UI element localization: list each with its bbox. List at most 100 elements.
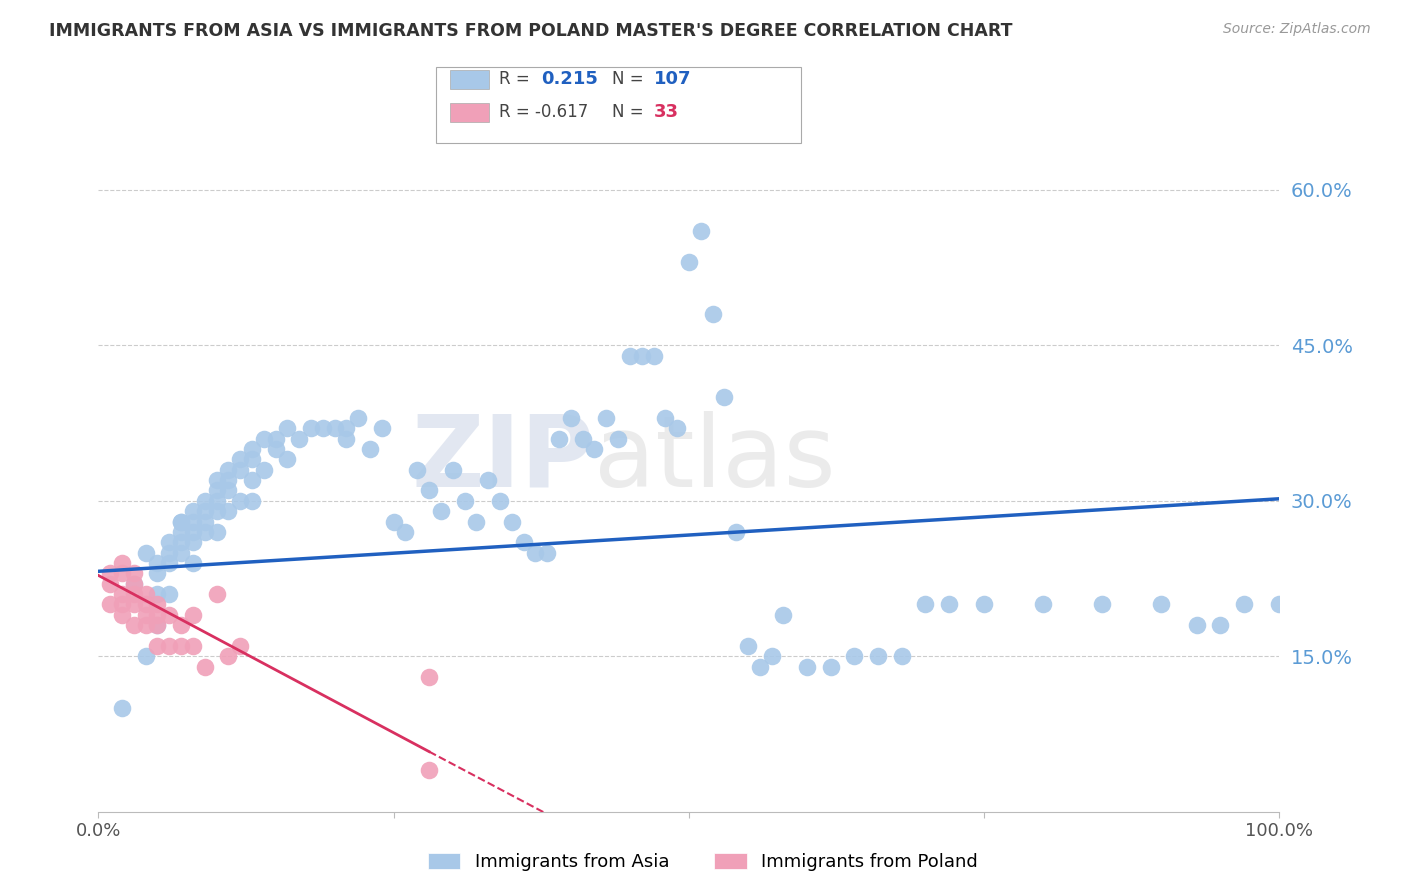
Point bbox=[335, 432, 357, 446]
Point bbox=[477, 473, 499, 487]
Point bbox=[678, 255, 700, 269]
Point bbox=[181, 607, 204, 622]
Point bbox=[536, 546, 558, 560]
Point bbox=[713, 390, 735, 404]
Point bbox=[347, 411, 370, 425]
Point bbox=[453, 493, 475, 508]
Point bbox=[217, 649, 239, 664]
Point bbox=[418, 670, 440, 684]
Point bbox=[761, 649, 783, 664]
Point bbox=[607, 432, 630, 446]
Point bbox=[205, 473, 228, 487]
Point bbox=[170, 546, 193, 560]
Point bbox=[170, 515, 193, 529]
Point bbox=[135, 598, 157, 612]
Point bbox=[654, 411, 676, 425]
Point bbox=[205, 587, 228, 601]
Text: Source: ZipAtlas.com: Source: ZipAtlas.com bbox=[1223, 22, 1371, 37]
Point bbox=[217, 504, 239, 518]
Point bbox=[122, 576, 145, 591]
Point bbox=[276, 421, 298, 435]
Point bbox=[630, 349, 652, 363]
Point bbox=[98, 576, 121, 591]
Point bbox=[111, 598, 134, 612]
Text: R = -0.617: R = -0.617 bbox=[499, 103, 588, 121]
Point bbox=[441, 463, 464, 477]
Point bbox=[111, 607, 134, 622]
Point bbox=[122, 576, 145, 591]
Point bbox=[181, 515, 204, 529]
Point bbox=[194, 515, 217, 529]
Point bbox=[135, 546, 157, 560]
Point bbox=[122, 587, 145, 601]
Text: N =: N = bbox=[612, 70, 643, 88]
Point bbox=[157, 556, 180, 570]
Point bbox=[181, 556, 204, 570]
Point bbox=[181, 639, 204, 653]
Point bbox=[938, 598, 960, 612]
Point bbox=[866, 649, 889, 664]
Point bbox=[737, 639, 759, 653]
Point bbox=[595, 411, 617, 425]
Point bbox=[406, 463, 429, 477]
Point bbox=[264, 442, 287, 456]
Point bbox=[146, 566, 169, 581]
Point bbox=[170, 524, 193, 539]
Point bbox=[796, 659, 818, 673]
Point bbox=[643, 349, 665, 363]
Text: N =: N = bbox=[612, 103, 643, 121]
Point bbox=[359, 442, 381, 456]
Point bbox=[157, 607, 180, 622]
Point bbox=[194, 493, 217, 508]
Point bbox=[135, 649, 157, 664]
Point bbox=[253, 463, 276, 477]
Point bbox=[512, 535, 534, 549]
Point bbox=[1209, 618, 1232, 632]
Text: IMMIGRANTS FROM ASIA VS IMMIGRANTS FROM POLAND MASTER'S DEGREE CORRELATION CHART: IMMIGRANTS FROM ASIA VS IMMIGRANTS FROM … bbox=[49, 22, 1012, 40]
Point bbox=[371, 421, 394, 435]
Point bbox=[240, 442, 263, 456]
Point bbox=[253, 432, 276, 446]
Point bbox=[170, 639, 193, 653]
Point bbox=[205, 483, 228, 498]
Point bbox=[111, 566, 134, 581]
Point bbox=[264, 432, 287, 446]
Point bbox=[146, 618, 169, 632]
Point bbox=[181, 535, 204, 549]
Point bbox=[772, 607, 794, 622]
Point bbox=[382, 515, 405, 529]
Point bbox=[689, 224, 711, 238]
Point bbox=[194, 524, 217, 539]
Point bbox=[135, 618, 157, 632]
Point bbox=[1032, 598, 1054, 612]
Point bbox=[240, 473, 263, 487]
Point bbox=[98, 598, 121, 612]
Point bbox=[1150, 598, 1173, 612]
Point bbox=[157, 535, 180, 549]
Point bbox=[170, 515, 193, 529]
Point bbox=[229, 639, 252, 653]
Point bbox=[205, 493, 228, 508]
Point bbox=[170, 618, 193, 632]
Point bbox=[489, 493, 512, 508]
Point bbox=[240, 452, 263, 467]
Point bbox=[299, 421, 322, 435]
Point bbox=[583, 442, 606, 456]
Point bbox=[240, 493, 263, 508]
Point bbox=[181, 524, 204, 539]
Point bbox=[122, 566, 145, 581]
Point bbox=[111, 556, 134, 570]
Point bbox=[181, 504, 204, 518]
Text: R =: R = bbox=[499, 70, 530, 88]
Point bbox=[205, 504, 228, 518]
Point bbox=[418, 764, 440, 778]
Point bbox=[205, 524, 228, 539]
Point bbox=[135, 607, 157, 622]
Point bbox=[702, 307, 724, 321]
Text: atlas: atlas bbox=[595, 411, 837, 508]
Point bbox=[157, 639, 180, 653]
Point bbox=[194, 504, 217, 518]
Point bbox=[323, 421, 346, 435]
Point bbox=[122, 618, 145, 632]
Text: 33: 33 bbox=[654, 103, 679, 121]
